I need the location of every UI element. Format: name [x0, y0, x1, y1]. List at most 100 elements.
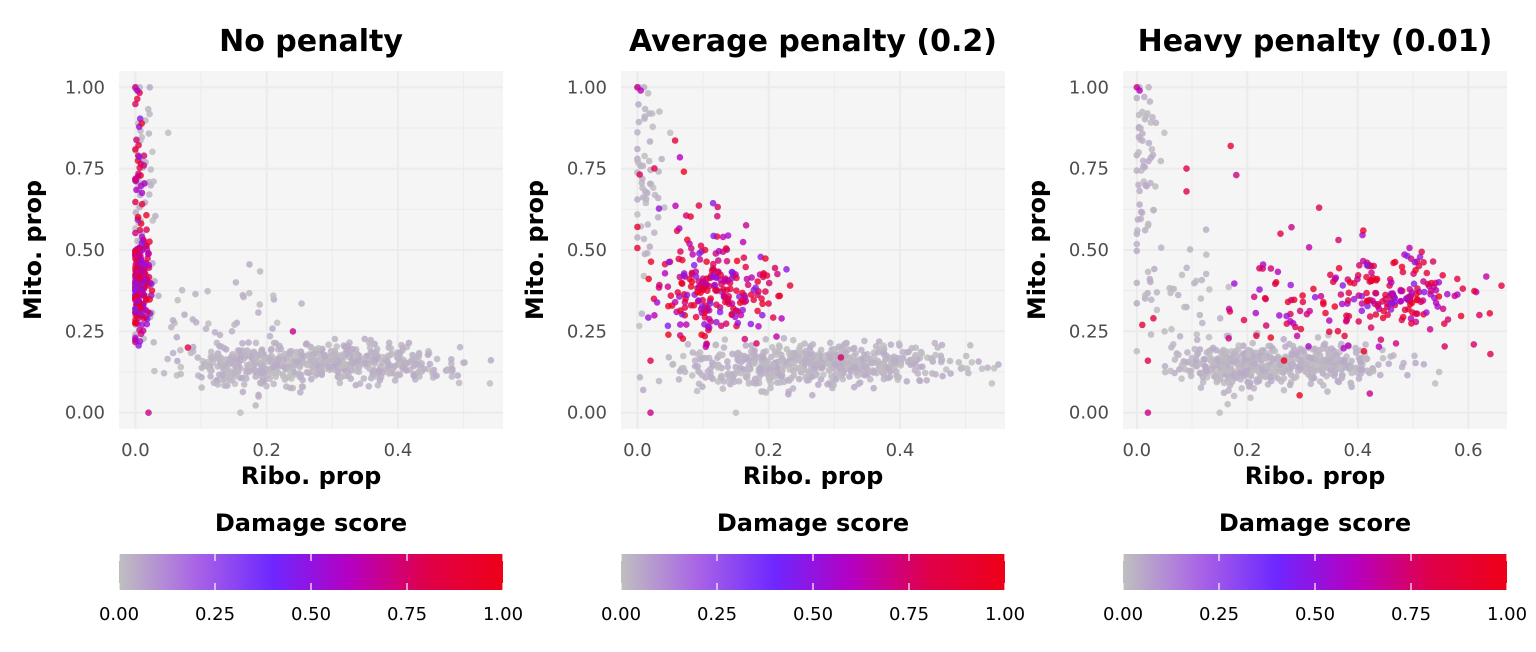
scatter-point [333, 343, 341, 350]
y-tick-label: 0.50 [567, 240, 607, 261]
scatter-point [671, 137, 679, 144]
scatter-point [1339, 372, 1346, 379]
colorbar-tick-label: 0.25 [195, 604, 235, 625]
scatter-point [1280, 375, 1288, 382]
scatter-point [177, 370, 184, 378]
scatter-point [813, 360, 821, 368]
scatter-point [870, 384, 877, 392]
scatter-point [874, 357, 882, 365]
scatter-point [639, 386, 647, 394]
scatter-point [1193, 277, 1200, 285]
scatter-point [1262, 322, 1270, 329]
scatter-point [943, 366, 950, 373]
scatter-point [1232, 374, 1240, 382]
scatter-point [407, 357, 415, 365]
scatter-point [640, 235, 648, 243]
scatter-point [1315, 204, 1323, 211]
scatter-point [988, 380, 996, 387]
scatter-point [133, 136, 140, 144]
scatter-point [1184, 349, 1191, 356]
scatter-point [837, 365, 844, 373]
scatter-point [336, 379, 344, 387]
y-tick-label: 0.25 [65, 321, 105, 342]
scatter-point [1363, 289, 1370, 297]
scatter-point [695, 380, 703, 388]
scatter-point [376, 377, 384, 384]
scatter-point [742, 373, 750, 381]
scatter-point [136, 164, 143, 172]
scatter-point [1347, 380, 1355, 387]
scatter-point [207, 348, 215, 356]
scatter-point [731, 313, 739, 321]
scatter-point [769, 314, 777, 321]
scatter-point [150, 339, 157, 346]
scatter-point [1388, 279, 1395, 286]
scatter-point [243, 361, 251, 369]
scatter-point [711, 281, 719, 289]
scatter-point [916, 363, 923, 371]
scatter-point [148, 287, 156, 294]
scatter-point [737, 311, 745, 319]
scatter-point [1403, 295, 1410, 302]
scatter-point [921, 369, 929, 377]
scatter-point [138, 233, 146, 241]
scatter-point [1175, 351, 1182, 359]
scatter-point [133, 186, 140, 194]
scatter-point [744, 281, 752, 289]
scatter-point [1259, 265, 1266, 272]
scatter-point [1199, 319, 1206, 327]
scatter-point [1198, 276, 1206, 284]
y-tick-label: 1.00 [567, 77, 607, 98]
scatter-point [1334, 327, 1342, 335]
scatter-point [675, 255, 682, 263]
scatter-point [1250, 293, 1258, 301]
scatter-points [634, 84, 1002, 417]
colorbar-tick-label: 0.75 [889, 604, 929, 625]
scatter-point [141, 269, 148, 276]
scatter-point [724, 232, 732, 239]
y-tick-label: 0.25 [1069, 321, 1109, 342]
scatter-point [1314, 334, 1322, 341]
scatter-point [1297, 364, 1305, 372]
scatter-point [1408, 320, 1415, 327]
scatter-point [1325, 349, 1332, 357]
scatter-point [634, 244, 641, 252]
scatter-point [1170, 341, 1177, 348]
scatter-point [639, 194, 647, 201]
scatter-point [244, 368, 252, 375]
scatter-point [360, 375, 368, 382]
scatter-point [311, 350, 319, 357]
scatter-point [707, 373, 715, 381]
scatter-point [676, 225, 683, 232]
scatter-point [716, 308, 724, 316]
scatter-point [651, 312, 658, 319]
scatter-point [1337, 291, 1345, 298]
scatter-point [174, 296, 181, 304]
scatter-point [266, 356, 274, 363]
scatter-point [692, 313, 700, 321]
scatter-point [1358, 300, 1366, 307]
scatter-point [1361, 356, 1369, 363]
scatter-point [720, 286, 727, 293]
scatter-point [202, 325, 210, 333]
scatter-point [745, 380, 753, 387]
scatter-point [1293, 332, 1301, 340]
scatter-point [646, 243, 654, 250]
scatter-point [132, 334, 139, 342]
scatter-point [198, 384, 205, 391]
scatter-point [824, 381, 831, 388]
scatter-point [696, 256, 704, 263]
scatter-point [1318, 365, 1325, 373]
scatter-point [762, 369, 770, 377]
scatter-point [1420, 259, 1427, 266]
scatter-point [1146, 98, 1154, 105]
scatter-point [1141, 292, 1149, 299]
scatter-point [870, 353, 878, 360]
scatter-point [636, 171, 643, 178]
scatter-point [882, 356, 889, 363]
scatter-point [1411, 258, 1419, 266]
scatter-point [1372, 290, 1380, 297]
scatter-point [1435, 368, 1443, 376]
scatter-point [699, 354, 706, 362]
scatter-point [1271, 347, 1279, 355]
